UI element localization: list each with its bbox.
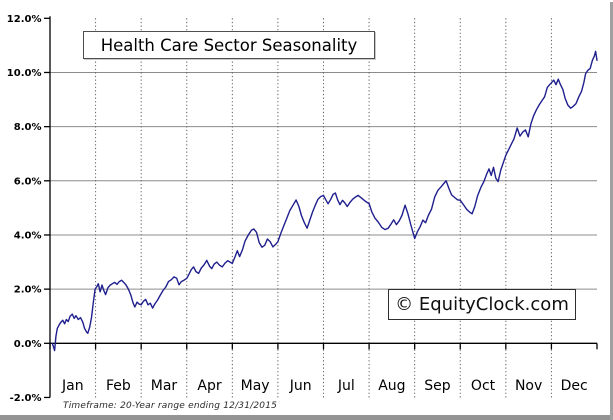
month-label: Dec xyxy=(561,378,588,394)
seasonality-line xyxy=(51,50,598,352)
y-tick-label: 6.0% xyxy=(14,176,42,187)
month-label: Mar xyxy=(151,378,178,394)
y-tick-label: 4.0% xyxy=(14,230,42,241)
frame-shadow-bottom xyxy=(0,415,613,420)
y-tick-label: 2.0% xyxy=(14,285,42,296)
y-tick-label: -2.0% xyxy=(10,393,42,404)
frame-shadow-right xyxy=(610,2,613,420)
y-tick-label: 8.0% xyxy=(14,122,42,133)
watermark-text: © EquityClock.com xyxy=(395,294,569,315)
month-label: Nov xyxy=(515,378,542,394)
timeframe-caption: Timeframe: 20-Year range ending 12/31/20… xyxy=(63,401,278,411)
chart-title-box: Health Care Sector Seasonality xyxy=(83,31,375,59)
month-label: Sep xyxy=(424,378,451,394)
month-label: Jun xyxy=(289,378,312,394)
month-label: May xyxy=(241,378,270,394)
month-label: Oct xyxy=(471,378,496,394)
y-tick-label: 10.0% xyxy=(7,68,42,79)
month-label: Aug xyxy=(378,378,405,394)
month-label: Feb xyxy=(106,378,131,394)
chart-title: Health Care Sector Seasonality xyxy=(100,35,358,55)
y-tick-label: 0.0% xyxy=(14,339,42,350)
month-label: Apr xyxy=(197,378,221,394)
watermark-box: © EquityClock.com xyxy=(388,289,576,320)
y-tick-label: 12.0% xyxy=(7,14,42,25)
month-label: Jan xyxy=(61,378,84,394)
month-label: Jul xyxy=(337,378,355,394)
